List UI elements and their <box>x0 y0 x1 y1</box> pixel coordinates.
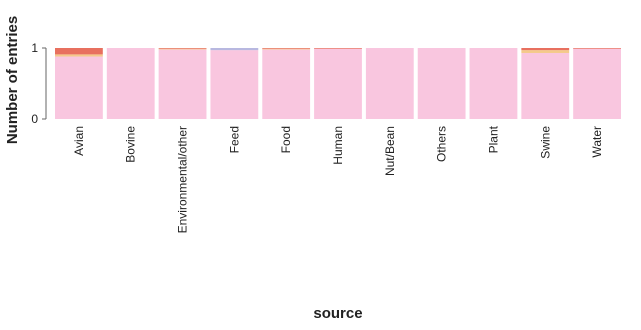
bar-segment-swine-0 <box>521 52 570 119</box>
bar-segment-environmental-other-0 <box>158 49 207 119</box>
bar-segment-water-0 <box>573 48 621 119</box>
x-tick-label-others: Others <box>435 126 449 162</box>
bar-segment-swine-2 <box>521 48 570 51</box>
bar-segment-avian-0 <box>55 56 103 119</box>
x-tick-label-bovine: Bovine <box>124 126 138 163</box>
bar-segment-feed-0 <box>210 50 259 119</box>
x-tick-label-water: Water <box>590 126 604 158</box>
y-tick-label: 1 <box>31 41 38 55</box>
bar-segment-water-2 <box>573 48 621 49</box>
x-tick-label-avian: Avian <box>72 126 86 156</box>
y-tick-label: 0 <box>31 112 38 126</box>
bar-segment-food-2 <box>262 48 311 49</box>
x-tick-label-human: Human <box>331 126 345 165</box>
x-tick-label-swine: Swine <box>538 126 552 159</box>
x-tick-label-food: Food <box>279 126 293 153</box>
bar-segment-bovine-0 <box>106 48 155 119</box>
bar-segment-feed-3 <box>210 48 259 51</box>
x-tick-label-nut-bean: Nut/Bean <box>383 126 397 176</box>
bar-segment-environmental-other-1 <box>158 48 207 50</box>
bar-segment-food-1 <box>262 48 311 50</box>
bar-segment-nut-bean-0 <box>365 48 414 119</box>
bar-segment-avian-2 <box>55 48 103 55</box>
bar-segment-human-2 <box>314 48 362 49</box>
bar-segment-others-0 <box>417 48 466 119</box>
x-axis-title: source <box>313 305 362 322</box>
bar-segment-environmental-other-2 <box>158 48 207 49</box>
y-axis: 01 <box>31 41 47 126</box>
y-axis-title: Number of entries <box>4 16 21 144</box>
bars-layer <box>55 48 621 119</box>
x-tick-label-feed: Feed <box>227 126 241 153</box>
x-tick-label-environmental-other: Environmental/other <box>176 126 190 233</box>
bar-segment-food-0 <box>262 49 311 119</box>
bar-segment-swine-1 <box>521 50 570 53</box>
x-axis-labels: Avian Bovine Environmental/other Feed Food Hu… <box>72 125 604 233</box>
bar-segment-plant-0 <box>469 48 518 119</box>
bar-segment-human-0 <box>314 48 362 119</box>
x-tick-label-plant: Plant <box>486 125 500 153</box>
bar-segment-avian-1 <box>55 54 103 57</box>
